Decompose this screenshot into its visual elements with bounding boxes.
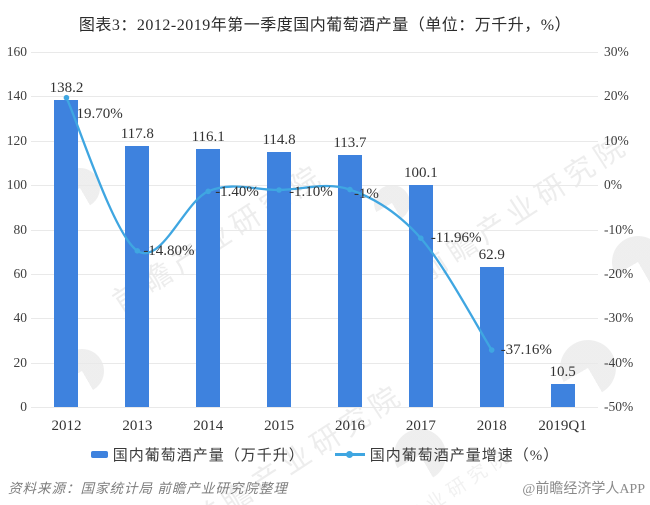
bar bbox=[550, 383, 575, 407]
y-axis-tick-right: -40% bbox=[604, 354, 634, 370]
line-point-label: -11.96% bbox=[430, 230, 482, 247]
legend-label: 国内葡萄酒产量（万千升） bbox=[112, 448, 305, 464]
x-axis-label: 2016 bbox=[334, 418, 365, 434]
y-axis-tick-right: -10% bbox=[604, 221, 634, 237]
footer: 资料来源：国家统计局 前瞻产业研究院整理 @前瞻经济学人APP bbox=[8, 477, 645, 498]
bar-value-label: 100.1 bbox=[403, 164, 438, 181]
y-axis-tick-right: -20% bbox=[604, 265, 634, 281]
bar-value-label: 138.2 bbox=[49, 80, 84, 97]
line-point-marker-icon bbox=[63, 94, 70, 101]
line-point-marker-icon bbox=[276, 187, 282, 193]
y-axis-tick-left: 0 bbox=[20, 399, 27, 414]
plot-area: 160 30% 140 20% 120 10% 100 0% 80 -10% 60 -20% 40 -30… bbox=[7, 44, 634, 434]
x-axis-label: 2018 bbox=[476, 418, 507, 434]
bar-series-swatch-icon bbox=[90, 451, 108, 458]
gridline bbox=[31, 52, 598, 53]
x-axis-label: 2014 bbox=[193, 418, 224, 434]
line-point-label: -1.40% bbox=[215, 184, 259, 201]
line-point-marker-icon bbox=[488, 347, 495, 353]
gridline bbox=[31, 96, 598, 98]
gridline bbox=[31, 229, 598, 231]
data-source-note: 资料来源：国家统计局 前瞻产业研究院整理 bbox=[8, 481, 288, 496]
bar-value-label: 116.1 bbox=[191, 129, 225, 146]
y-axis-tick-left: 80 bbox=[13, 221, 28, 237]
gridline bbox=[31, 362, 598, 364]
gridline bbox=[31, 318, 598, 320]
y-axis-tick-right: 20% bbox=[604, 88, 629, 104]
line-series-marker-icon bbox=[334, 450, 365, 458]
y-axis-tick-left: 60 bbox=[13, 265, 28, 281]
gridline bbox=[31, 273, 598, 275]
bar bbox=[267, 152, 292, 407]
y-axis-tick-right: 0% bbox=[604, 177, 622, 193]
credit-note: @前瞻经济学人APP bbox=[522, 482, 645, 497]
gridline bbox=[31, 407, 598, 408]
x-axis-label: 2017 bbox=[405, 418, 436, 434]
bar-value-label: 114.8 bbox=[262, 132, 296, 149]
y-axis-tick-right: 10% bbox=[604, 132, 629, 148]
bar bbox=[408, 184, 433, 407]
y-axis-tick-left: 40 bbox=[13, 310, 28, 326]
legend-label: 国内葡萄酒产量增速（%） bbox=[369, 448, 560, 464]
legend: 国内葡萄酒产量（万千升） 国内葡萄酒产量增速（%） bbox=[0, 444, 650, 465]
bar bbox=[337, 154, 362, 407]
y-axis-tick-right: 30% bbox=[604, 44, 629, 59]
chart-title: 图表3：2012-2019年第一季度国内葡萄酒产量（单位：万千升，%） bbox=[78, 17, 572, 34]
line-point-marker-icon bbox=[134, 248, 141, 254]
x-axis-label: 2013 bbox=[122, 418, 153, 434]
bar-value-label: 117.8 bbox=[120, 125, 154, 142]
bar bbox=[54, 100, 79, 407]
line-point-label: -1.10% bbox=[289, 184, 333, 200]
y-axis-tick-left: 120 bbox=[6, 132, 27, 148]
line-point-label: -37.16% bbox=[500, 342, 552, 359]
y-axis-tick-right: -50% bbox=[604, 399, 634, 414]
line-point-label: 19.70% bbox=[76, 105, 123, 122]
trend-line-path bbox=[65, 97, 493, 351]
bar bbox=[125, 145, 150, 407]
gridline bbox=[31, 140, 598, 142]
bar-value-label: 10.5 bbox=[549, 363, 576, 380]
x-axis-label: 2019Q1 bbox=[538, 418, 587, 434]
growth-trend-line bbox=[63, 94, 495, 353]
legend-item-growth: 国内葡萄酒产量增速（%） bbox=[334, 444, 560, 465]
x-axis-label: 2015 bbox=[264, 418, 295, 434]
y-axis-tick-left: 20 bbox=[13, 354, 28, 370]
line-point-marker-icon bbox=[205, 188, 211, 195]
line-point-label: -1% bbox=[353, 185, 379, 202]
y-axis-tick-left: 160 bbox=[6, 44, 27, 59]
line-point-marker-icon bbox=[347, 186, 353, 193]
bar-value-label: 62.9 bbox=[478, 247, 505, 264]
y-axis-tick-left: 100 bbox=[6, 177, 27, 193]
x-axis-label: 2012 bbox=[51, 418, 82, 434]
legend-item-production: 国内葡萄酒产量（万千升） bbox=[90, 444, 305, 465]
bar-value-label: 113.7 bbox=[333, 134, 367, 151]
y-axis-tick-left: 140 bbox=[6, 88, 27, 104]
line-point-label: -14.80% bbox=[143, 242, 195, 259]
line-point-marker-icon bbox=[418, 235, 424, 241]
y-axis-tick-right: -30% bbox=[604, 310, 634, 326]
